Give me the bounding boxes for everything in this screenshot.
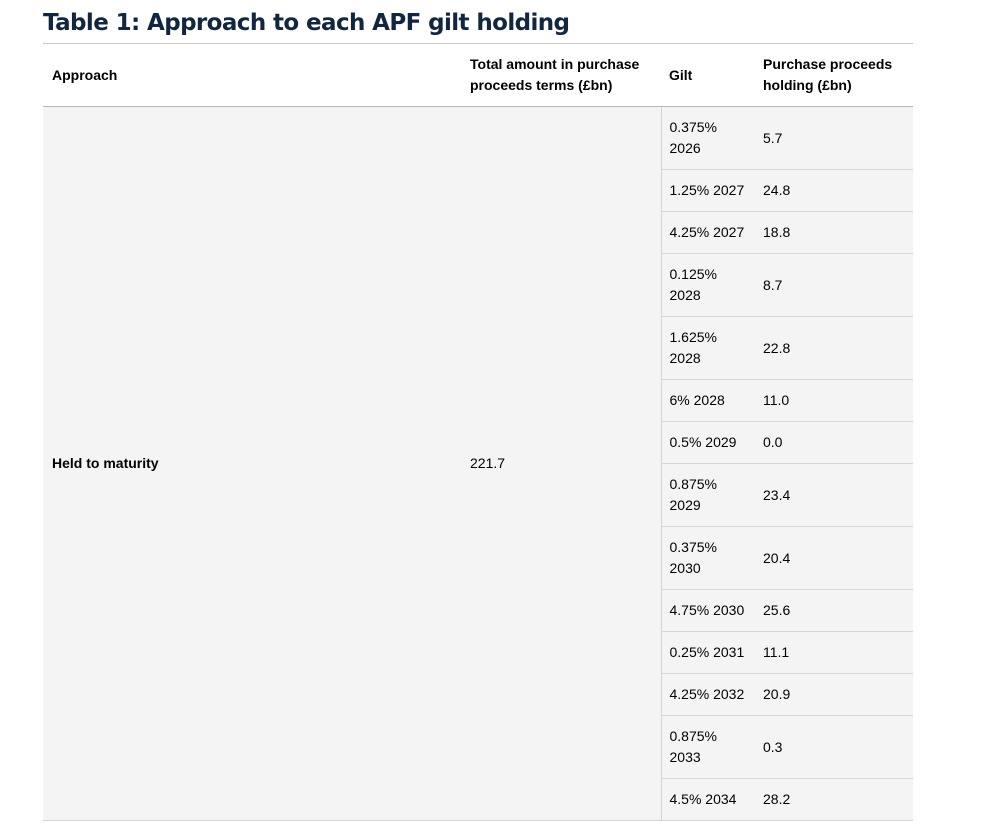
table-row: 0.875% 2029 23.4: [43, 463, 913, 527]
table-row: Held to maturity 221.7 0.375% 2026 5.7: [43, 106, 913, 821]
table-row: 0.875% 2033 0.3: [43, 715, 913, 779]
holding-cell: 0.0: [755, 421, 913, 464]
holding-cell: 11.0: [755, 379, 913, 422]
holding-cell: 22.8: [755, 316, 913, 380]
table-row: 4.5% 2034 28.2: [43, 778, 913, 821]
table-title: Table 1: Approach to each APF gilt holdi…: [43, 10, 570, 36]
header-total-amount: Total amount in purchase proceeds terms …: [462, 43, 661, 107]
table-row: 0.5% 2029 0.0: [43, 421, 913, 464]
apf-gilt-table: Approach Total amount in purchase procee…: [43, 43, 913, 821]
holding-cell: 23.4: [755, 463, 913, 527]
header-approach: Approach: [43, 43, 462, 107]
table-row: 0.25% 2031 11.1: [43, 631, 913, 674]
gilt-cell: 0.875% 2029: [660, 463, 755, 527]
gilt-cell: 1.625% 2028: [660, 316, 755, 380]
gilt-cell: 1.25% 2027: [660, 169, 755, 212]
approach-cell: Held to maturity: [43, 106, 462, 821]
gilt-cell: 0.125% 2028: [660, 253, 755, 317]
total-amount-cell: 221.7: [462, 106, 661, 821]
table-row: 4.25% 2027 18.8: [43, 211, 913, 254]
table-row: 0.375% 2030 20.4: [43, 526, 913, 590]
holding-cell: 25.6: [755, 589, 913, 632]
gilt-cell: 0.25% 2031: [660, 631, 755, 674]
gilt-cell: 0.5% 2029: [660, 421, 755, 464]
holding-cell: 5.7: [755, 106, 913, 170]
table-row: 1.25% 2027 24.8: [43, 169, 913, 212]
holding-cell: 0.3: [755, 715, 913, 779]
header-gilt: Gilt: [661, 43, 755, 107]
table-row: 4.25% 2032 20.9: [43, 673, 913, 716]
table-row: 0.125% 2028 8.7: [43, 253, 913, 317]
gilt-cell: 4.5% 2034: [660, 778, 755, 821]
gilt-cell: 4.75% 2030: [660, 589, 755, 632]
holding-cell: 11.1: [755, 631, 913, 674]
header-row: Approach Total amount in purchase procee…: [43, 43, 913, 107]
table-body: Held to maturity 221.7 0.375% 2026 5.7 1…: [43, 106, 913, 821]
holding-cell: 20.9: [755, 673, 913, 716]
gilt-cell: 4.25% 2032: [660, 673, 755, 716]
table-header: Approach Total amount in purchase procee…: [43, 43, 913, 107]
holding-cell: 8.7: [755, 253, 913, 317]
gilt-cell: 0.875% 2033: [660, 715, 755, 779]
gilt-cell: 4.25% 2027: [660, 211, 755, 254]
header-holding: Purchase proceeds holding (£bn): [755, 43, 913, 107]
table-row: 1.625% 2028 22.8: [43, 316, 913, 380]
gilt-cell: 0.375% 2030: [660, 526, 755, 590]
holding-cell: 18.8: [755, 211, 913, 254]
table-row: 6% 2028 11.0: [43, 379, 913, 422]
holding-cell: 20.4: [755, 526, 913, 590]
gilt-cell: 0.375% 2026: [660, 106, 755, 170]
table-row: 4.75% 2030 25.6: [43, 589, 913, 632]
holding-cell: 28.2: [755, 778, 913, 821]
holding-cell: 24.8: [755, 169, 913, 212]
gilt-cell: 6% 2028: [660, 379, 755, 422]
